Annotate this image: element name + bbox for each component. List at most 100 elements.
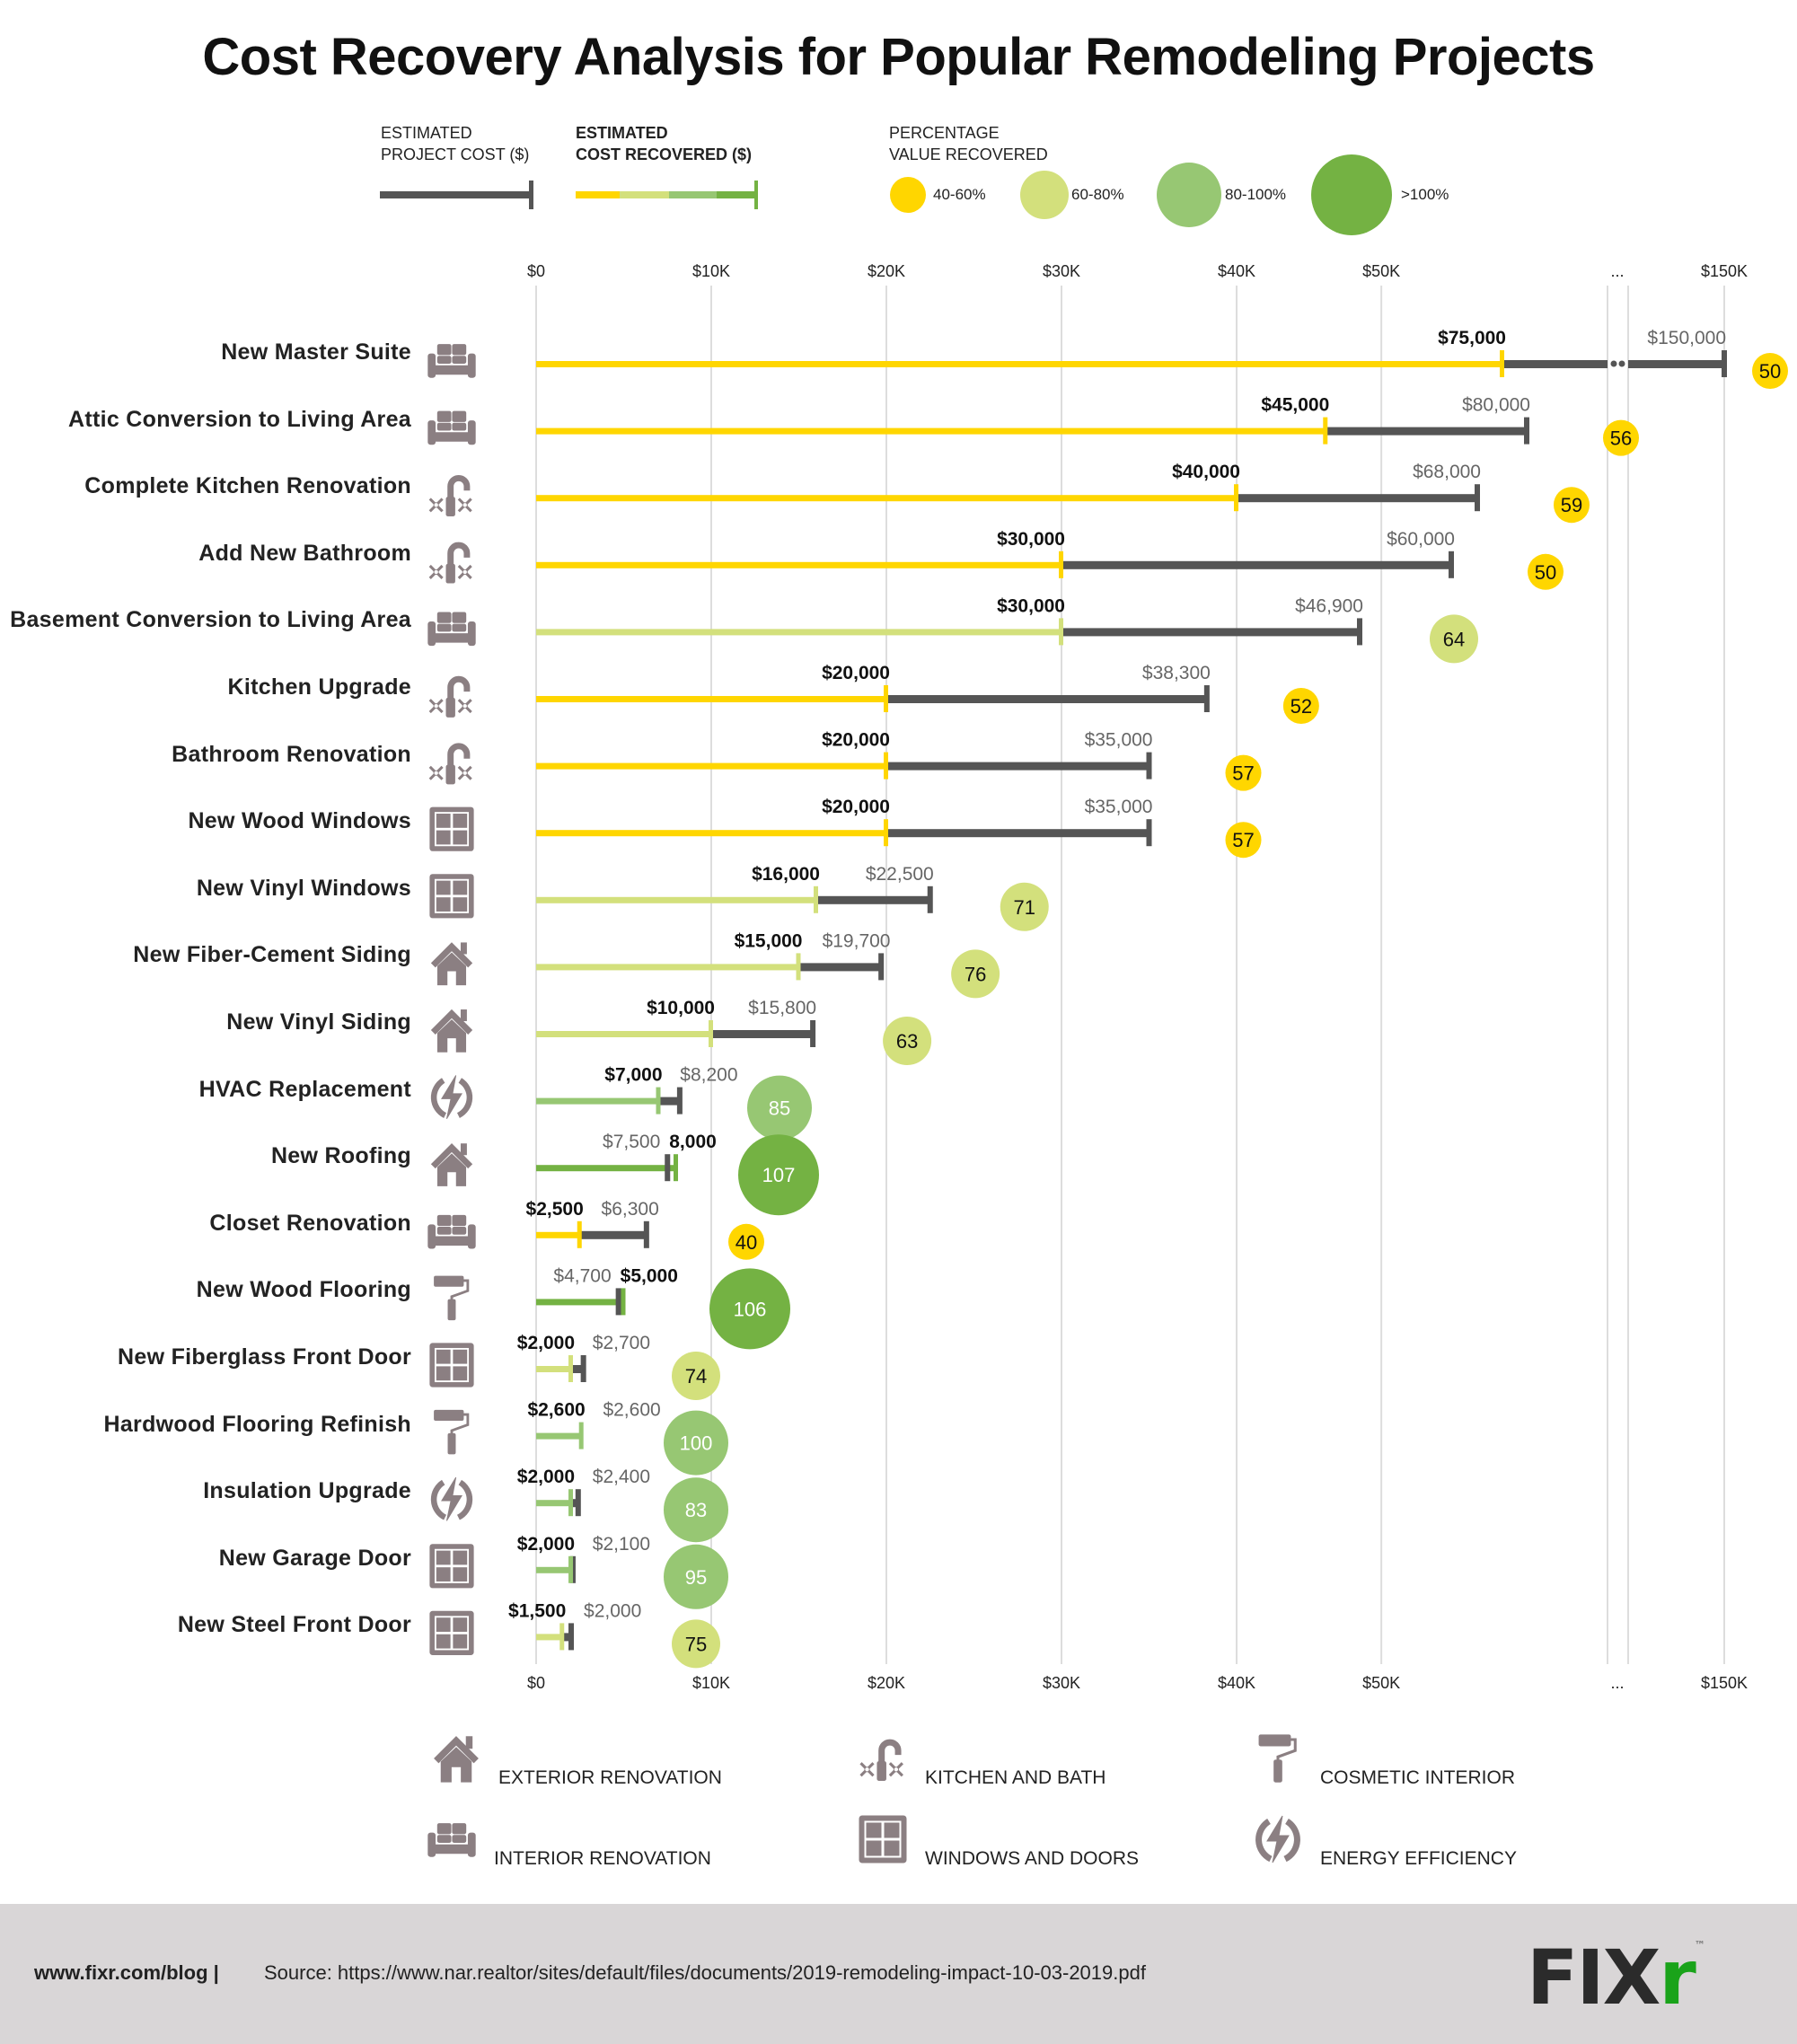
recovered-cap [796, 953, 801, 981]
recovered-value-label: $40,000 [1172, 462, 1240, 482]
cost-value-label: $68,000 [1413, 462, 1481, 482]
legend-cost-recovered-line2: COST RECOVERED ($) [576, 145, 753, 163]
faucet-icon [428, 473, 473, 517]
cost-bar [886, 829, 1150, 838]
percentage-value: 106 [734, 1298, 767, 1320]
legend-range-circle [1020, 171, 1069, 219]
chart-row: $2,000 $2,100 95 [429, 1534, 728, 1609]
recovered-value-label: $30,000 [997, 595, 1065, 616]
house-icon [434, 1736, 479, 1783]
x-tick-label: $10K [692, 1674, 730, 1692]
faucet-icon [428, 674, 473, 718]
legend-cost-recovered-sample [576, 181, 758, 209]
recovered-bar [536, 1634, 563, 1641]
percentage-circle [1430, 614, 1478, 664]
x-tick-label: $50K [1362, 262, 1400, 280]
recovered-value-label: $7,000 [604, 1065, 662, 1086]
cost-value-label: $2,000 [584, 1600, 641, 1621]
cost-cap [810, 1020, 816, 1047]
recovered-cap [709, 1020, 713, 1047]
row-label: Closet Renovation [209, 1210, 411, 1236]
chart-title: Cost Recovery Analysis for Popular Remod… [202, 28, 1595, 86]
recovered-bar [536, 561, 1061, 568]
chart-row: $2,000 $2,400 83 [434, 1467, 728, 1543]
footer-site-link[interactable]: www.fixr.com/blog | [34, 1961, 219, 1984]
axis-break-dot [1618, 360, 1625, 367]
row-label: Hardwood Flooring Refinish [103, 1411, 411, 1437]
percentage-value: 64 [1443, 628, 1465, 650]
cost-cap [665, 1154, 671, 1182]
cost-cap [1722, 350, 1727, 377]
x-tick-label: ... [1610, 1674, 1624, 1692]
row-label: Insulation Upgrade [203, 1478, 411, 1504]
row-label: New Wood Flooring [196, 1277, 411, 1303]
chart-row: $16,000 $22,500 71 [429, 864, 1049, 931]
cost-cap [1449, 551, 1454, 578]
recovered-bar [536, 896, 816, 903]
recovered-cap [577, 1220, 582, 1248]
cost-value-label: $22,500 [866, 864, 934, 885]
recovered-bar [536, 1165, 676, 1172]
axis-break-dot [1610, 360, 1617, 367]
cost-cap [643, 1220, 649, 1248]
recovered-cap [568, 1489, 573, 1517]
percentage-circle [738, 1134, 819, 1216]
cost-cap [1203, 685, 1210, 712]
recovered-cap [568, 1555, 573, 1583]
cost-value-label: $2,100 [593, 1534, 650, 1555]
recovered-bar [536, 830, 886, 837]
cost-value-label: $4,700 [553, 1265, 611, 1286]
percentage-value: 57 [1232, 829, 1254, 851]
legend-project-cost-line1: ESTIMATED [381, 124, 472, 142]
footer: www.fixr.com/blog | Source: https://www.… [0, 1904, 1797, 2044]
energy-icon [434, 1075, 470, 1118]
sofa-icon [427, 1214, 476, 1249]
logo-main: FIX [1527, 1934, 1660, 2022]
window-icon [429, 806, 474, 851]
cost-bar [886, 762, 1150, 771]
legend-cost-recovered-label: ESTIMATED COST RECOVERED ($) [576, 122, 752, 165]
row-label: New Fiberglass Front Door [118, 1344, 411, 1370]
cost-value-label: $2,400 [593, 1467, 650, 1487]
legend-project-cost-label: ESTIMATED PROJECT COST ($) [381, 122, 529, 165]
percentage-circle [672, 1619, 720, 1669]
percentage-value: 50 [1759, 360, 1781, 383]
cost-bar [1061, 560, 1451, 569]
recovered-value-label: $2,600 [527, 1400, 585, 1421]
row-label: New Wood Windows [188, 808, 411, 834]
recovered-bar [536, 696, 886, 702]
percentage-value: 52 [1290, 695, 1312, 718]
recovered-value-label: $2,000 [517, 1534, 575, 1555]
recovered-value-label: $20,000 [822, 663, 890, 683]
percentage-circle [664, 1477, 728, 1543]
recovered-value-label: $2,000 [517, 1333, 575, 1353]
cost-cap [878, 953, 885, 981]
legend-cost-cap [529, 181, 533, 209]
percentage-circle [1225, 754, 1262, 791]
window-icon [429, 1544, 474, 1589]
cost-cap [676, 1087, 683, 1115]
legend-cost-recovered-line1: ESTIMATED [576, 124, 668, 142]
legend-range-label: 40-60% [933, 186, 986, 203]
chart-row: $30,000 $60,000 50 [428, 529, 1564, 590]
cost-value-label: $35,000 [1085, 797, 1153, 817]
recovered-cap [884, 685, 888, 712]
recovered-bar [536, 964, 799, 971]
cost-cap [1146, 752, 1152, 780]
logo-accent: r [1659, 1934, 1696, 2022]
percentage-value: 40 [736, 1231, 757, 1254]
percentage-circle [1282, 688, 1319, 724]
house-icon [430, 942, 473, 986]
category-legend-label: COSMETIC INTERIOR [1320, 1767, 1515, 1788]
legend-cost-bar [380, 191, 531, 198]
window-icon [859, 1815, 907, 1863]
cost-value-label: $60,000 [1387, 529, 1455, 550]
row-label: Kitchen Upgrade [227, 674, 411, 700]
cost-value-label: $8,200 [680, 1065, 737, 1086]
cost-bar [1326, 427, 1527, 436]
percentage-circle [951, 949, 1000, 999]
chart-row: $15,000 $19,700 76 [430, 930, 1000, 999]
chart-row: $30,000 $46,900 64 [427, 595, 1478, 664]
fixr-logo: FIXr™ [1527, 1940, 1705, 2015]
